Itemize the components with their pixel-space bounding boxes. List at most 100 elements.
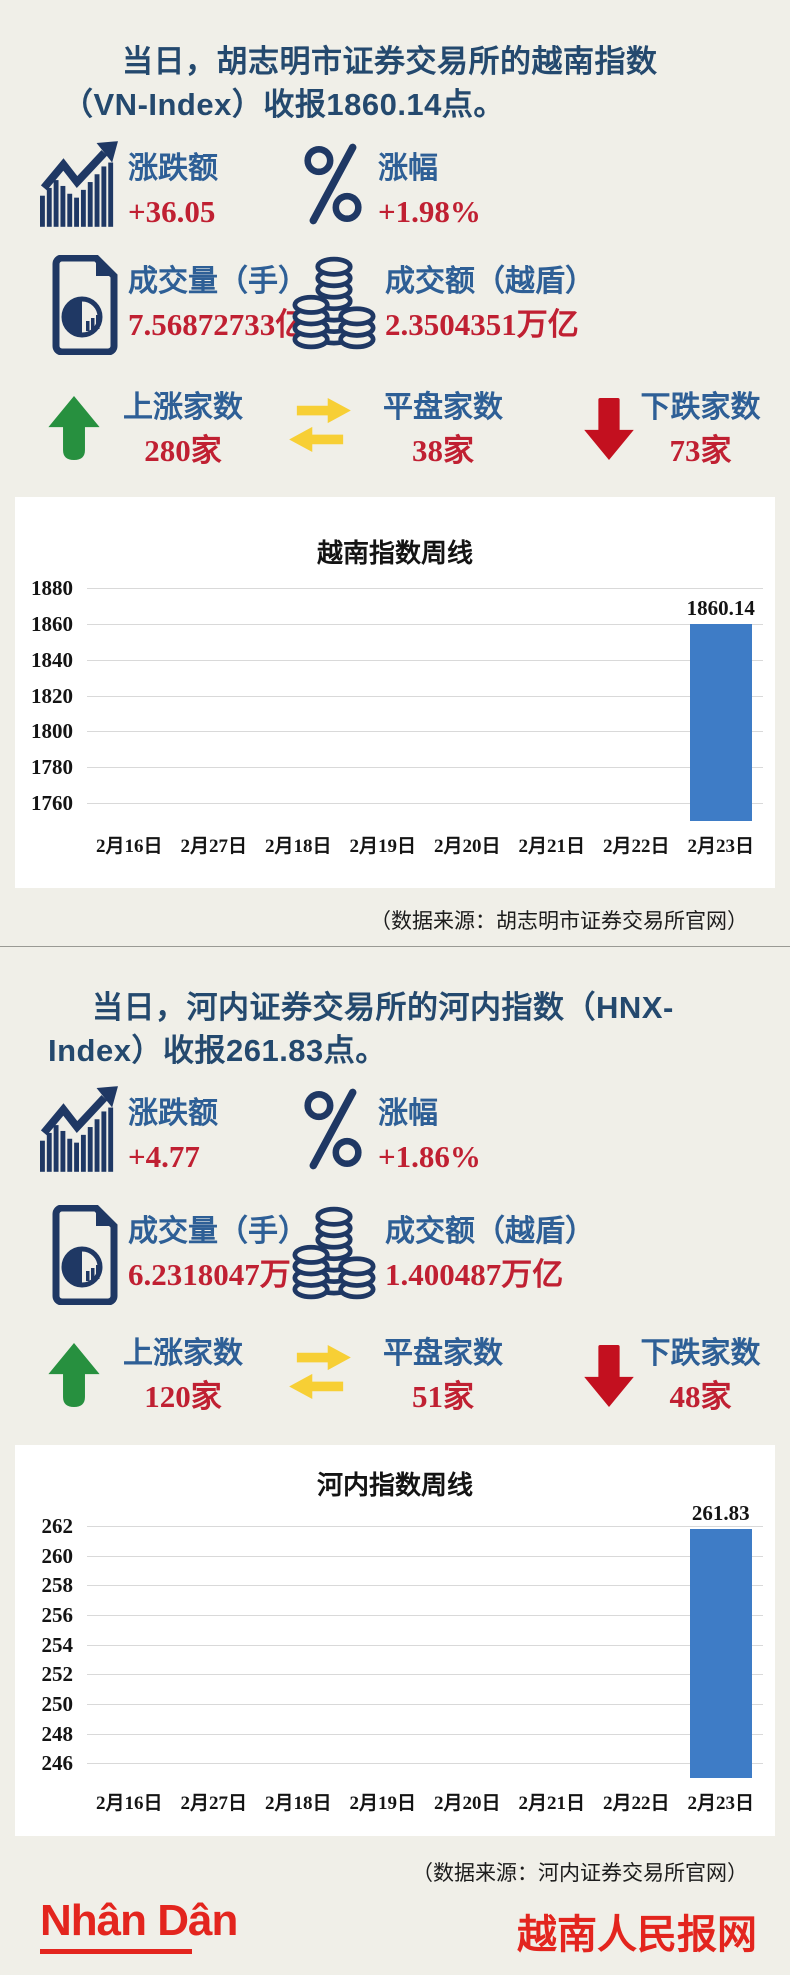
gridline-1760 (87, 803, 763, 805)
hnx-index-weekly-chart: 河内指数周线 262 260 258 256 254 252 250 248 246 2月16日 2… (15, 1445, 775, 1836)
data-bar (689, 623, 752, 821)
section1-title: 当日，胡志明市证券交易所的越南指数 （VN-Index）收报1860.14点。 (62, 40, 762, 126)
stat-decliners-hnx: 下跌家数 48家 (628, 1336, 773, 1414)
gridline-1780 (87, 767, 763, 769)
stat-change-amount-vn: 涨跌额 +36.05 (128, 151, 218, 229)
section2-title-line1: 当日，河内证券交易所的河内指数（HNX- (92, 990, 674, 1025)
up-arrow-icon (47, 1343, 101, 1407)
data-source-note-vn: （数据来源：胡志明市证券交易所官网） (370, 910, 748, 933)
stat-label: 平盘家数 (383, 1337, 503, 1370)
stat-value: 73家 (669, 433, 732, 468)
gridline-252 (87, 1674, 763, 1676)
x-axis-tick: 2月16日 (95, 836, 163, 857)
y-axis-tick: 246 (41, 1751, 74, 1776)
stat-label: 成交额（越盾） (385, 265, 595, 298)
x-axis-tick: 2月21日 (518, 836, 585, 857)
gridline-262 (87, 1526, 763, 1527)
stat-label: 涨幅 (378, 1097, 438, 1130)
up-arrow-icon (47, 396, 101, 460)
gridline-258 (87, 1585, 763, 1587)
logo-underline (40, 1949, 192, 1954)
percent-icon (303, 1086, 363, 1172)
x-axis-tick: 2月20日 (433, 836, 501, 857)
stat-change-amount-hnx: 涨跌额 +4.77 (128, 1096, 218, 1174)
section2-title: 当日，河内证券交易所的河内指数（HNX- Index）收报261.83点。 (48, 986, 768, 1072)
vn-index-weekly-chart: 越南指数周线 1880 1860 1840 1820 1800 1780 1760 2月16日… (15, 497, 775, 888)
stat-change-percent-vn: 涨幅 +1.98% (378, 151, 481, 229)
stat-value: 120家 (144, 1379, 222, 1414)
stat-label: 下跌家数 (640, 391, 761, 424)
x-axis-tick: 2月18日 (264, 836, 332, 857)
stat-value: +1.98% (378, 194, 481, 229)
stat-value: +4.77 (128, 1139, 200, 1174)
x-axis-tick: 2月20日 (433, 1793, 501, 1814)
stat-value: 48家 (669, 1379, 732, 1414)
stat-volume-vn: 成交量（手） 7.56872733亿 (128, 264, 308, 342)
stat-value: 2.3504351万亿 (385, 307, 579, 342)
coin-stack-icon (292, 253, 376, 353)
x-axis-tick: 2月27日 (180, 836, 247, 857)
trend-chart-icon (40, 1085, 118, 1173)
stat-label: 上涨家数 (123, 1337, 243, 1370)
stat-unchanged-vn: 平盘家数 38家 (368, 390, 518, 468)
stat-label: 上涨家数 (123, 391, 243, 424)
stat-turnover-hnx: 成交额（越盾） 1.400487万亿 (385, 1214, 595, 1292)
gridline-246 (87, 1763, 763, 1765)
data-source-note-hnx: （数据来源：河内证券交易所官网） (412, 1862, 748, 1885)
document-pie-icon (52, 255, 118, 355)
stat-value: 6.2318047万 (128, 1257, 291, 1292)
x-axis-tick: 2月22日 (602, 1793, 670, 1814)
x-axis-tick: 2月18日 (264, 1793, 332, 1814)
y-axis-tick: 258 (41, 1573, 74, 1598)
down-arrow-icon (584, 398, 634, 460)
stat-value: 38家 (412, 433, 474, 468)
stat-value: 280家 (144, 433, 222, 468)
site-name: 越南人民报网 (517, 1913, 757, 1957)
gridline-1800 (87, 731, 763, 733)
stat-label: 涨幅 (378, 152, 438, 185)
stat-unchanged-hnx: 平盘家数 51家 (368, 1336, 518, 1414)
y-axis-tick: 254 (41, 1632, 74, 1657)
document-pie-icon (52, 1205, 118, 1305)
y-axis-tick: 1760 (31, 791, 73, 816)
x-axis-tick: 2月23日 (687, 836, 754, 857)
swap-arrows-icon (288, 398, 352, 452)
gridline-256 (87, 1614, 763, 1616)
section-divider (0, 946, 790, 947)
stat-label: 平盘家数 (383, 391, 503, 424)
bar-value-label: 261.83 (691, 1500, 750, 1525)
y-axis-tick: 1820 (31, 683, 73, 708)
gridline-1820 (87, 695, 763, 697)
gridline-1860 (87, 623, 763, 625)
x-axis-tick: 2月19日 (349, 1793, 416, 1814)
y-axis-tick: 1800 (31, 719, 73, 744)
section1-title-line2: （VN-Index）收报1860.14点。 (62, 87, 505, 122)
y-axis-tick: 250 (41, 1691, 74, 1716)
y-axis-tick: 1780 (31, 755, 73, 780)
trend-chart-icon (40, 140, 118, 228)
stat-turnover-vn: 成交额（越盾） 2.3504351万亿 (385, 264, 595, 342)
gridline-248 (87, 1733, 763, 1735)
stat-advancers-vn: 上涨家数 280家 (108, 390, 258, 468)
y-axis-tick: 256 (41, 1602, 74, 1627)
y-axis-tick: 248 (41, 1721, 74, 1746)
stat-value: +1.86% (378, 1139, 481, 1174)
y-axis-tick: 260 (41, 1543, 74, 1568)
gridline-1880 (87, 588, 763, 589)
y-axis-tick: 1840 (31, 647, 73, 672)
x-axis-tick: 2月22日 (602, 836, 670, 857)
x-axis-tick: 2月19日 (349, 836, 416, 857)
stat-label: 成交量（手） (128, 265, 308, 298)
section2-title-line2: Index）收报261.83点。 (48, 1033, 387, 1068)
stat-label: 成交额（越盾） (385, 1215, 595, 1248)
x-axis-tick: 2月23日 (687, 1793, 754, 1814)
bar-value-label: 1860.14 (686, 595, 755, 620)
plot-area: 1880 1860 1840 1820 1800 1780 1760 2月16日 2月27日 2月… (15, 497, 775, 888)
section1-title-line1: 当日，胡志明市证券交易所的越南指数 (122, 44, 658, 79)
percent-icon (303, 141, 363, 227)
stat-value: +36.05 (128, 194, 216, 229)
gridline-260 (87, 1555, 763, 1557)
x-axis-tick: 2月16日 (95, 1793, 163, 1814)
swap-arrows-icon (288, 1345, 352, 1399)
